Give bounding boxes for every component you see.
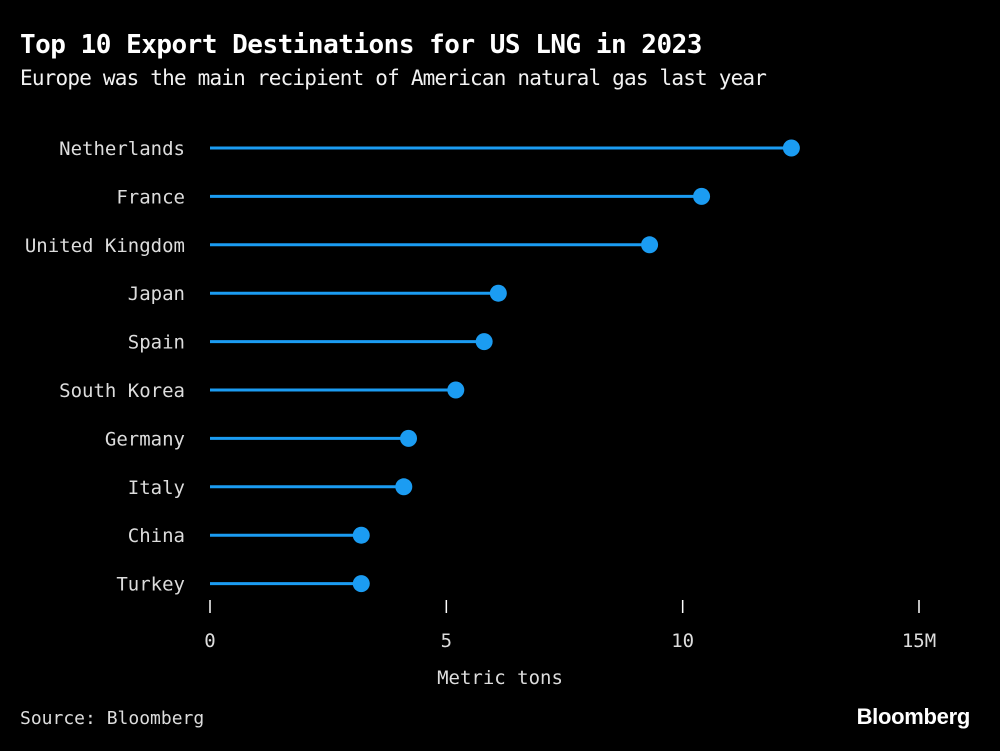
lollipop-dot (475, 333, 493, 351)
category-label: Japan (128, 283, 185, 305)
x-tick-label: 0 (204, 630, 215, 652)
chart-subtitle: Europe was the main recipient of America… (20, 66, 767, 90)
category-label: France (116, 186, 185, 208)
lollipop-row: Germany (105, 428, 418, 450)
lollipop-row: Netherlands (59, 138, 800, 160)
chart-series: Netherlands France United Kingdom Japan Spai… (25, 138, 800, 596)
x-axis-label: Metric tons (437, 667, 563, 689)
category-label: Spain (128, 332, 185, 354)
lollipop-dot (641, 236, 659, 254)
lollipop-row: Spain (128, 332, 493, 354)
category-label: Germany (105, 428, 185, 450)
category-label: South Korea (59, 380, 185, 402)
lollipop-dot (693, 187, 711, 205)
x-tick-label: 10 (671, 630, 694, 652)
category-label: Netherlands (59, 138, 185, 160)
chart-title: Top 10 Export Destinations for US LNG in… (20, 30, 702, 60)
category-label: China (128, 525, 185, 547)
lollipop-dot (447, 381, 465, 399)
lollipop-dot (400, 429, 418, 447)
lollipop-row: Turkey (116, 574, 370, 596)
x-axis: 0 5 10 15M (204, 600, 936, 652)
lollipop-dot (782, 139, 800, 157)
lollipop-row: Japan (128, 283, 507, 305)
lollipop-row: South Korea (59, 380, 465, 402)
lollipop-row: Italy (128, 477, 413, 499)
lollipop-dot (352, 526, 370, 544)
x-tick-label: 15M (902, 630, 936, 652)
lollipop-dot (489, 284, 507, 302)
lollipop-row: France (116, 186, 711, 208)
lollipop-dot (395, 478, 413, 496)
bloomberg-logo: Bloomberg (856, 704, 971, 729)
category-label: Italy (128, 477, 185, 499)
category-label: United Kingdom (25, 235, 185, 257)
lollipop-row: United Kingdom (25, 235, 659, 257)
source-note: Source: Bloomberg (20, 708, 205, 729)
lollipop-dot (352, 575, 370, 593)
lollipop-row: China (128, 525, 370, 547)
category-label: Turkey (116, 574, 185, 596)
x-tick-label: 5 (441, 630, 452, 652)
